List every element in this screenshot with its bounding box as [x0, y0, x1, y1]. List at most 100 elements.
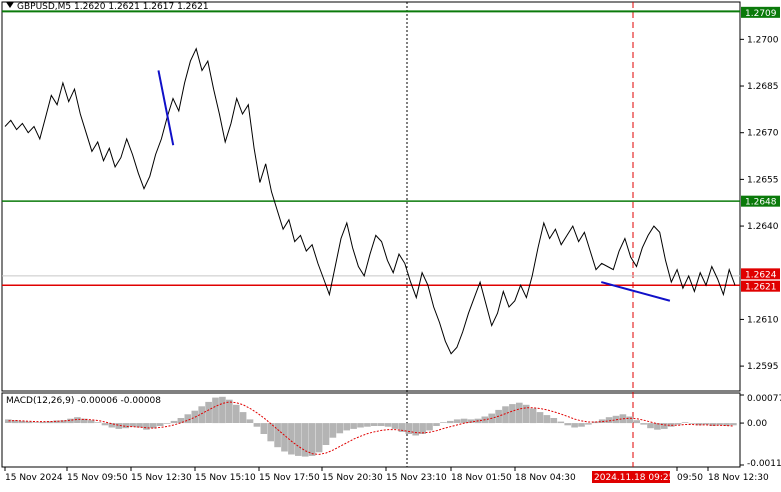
macd-bar — [730, 423, 737, 426]
macd-bar — [5, 419, 12, 423]
level-tag-mid-green: 1.2648 — [745, 198, 777, 208]
price-tick-label: 1.2595 — [747, 362, 779, 372]
macd-bar — [274, 423, 281, 448]
macd-bar — [87, 420, 95, 424]
macd-bar — [667, 423, 675, 427]
macd-bar — [39, 422, 47, 424]
macd-bar — [619, 414, 627, 424]
macd-bar — [205, 401, 212, 423]
macd-bar — [640, 423, 647, 425]
macd-bar — [32, 422, 40, 423]
macd-bar — [550, 418, 558, 424]
time-tick-label: 15 Nov 23:10 — [386, 473, 447, 483]
macd-bar — [433, 423, 440, 426]
time-tick-label: 15 Nov 20:30 — [322, 473, 383, 483]
macd-bar — [709, 423, 717, 426]
time-highlight-label: 2024.11.18 09:25 — [594, 473, 674, 483]
trendline-2[interactable] — [600, 281, 671, 302]
macd-bar — [288, 423, 295, 455]
macd-bar — [260, 423, 268, 434]
macd-bar — [447, 420, 454, 424]
price-tick-label: 1.2655 — [747, 175, 779, 185]
macd-bar — [661, 423, 668, 429]
macd-bar — [405, 423, 413, 434]
macd-bar — [509, 404, 516, 424]
macd-bar — [81, 418, 88, 424]
macd-bar — [198, 406, 206, 424]
macd-bar — [232, 404, 240, 423]
price-tick-label: 1.2685 — [747, 82, 779, 92]
time-tick-label: 15 Nov 2024 — [5, 473, 63, 483]
macd-bar — [695, 423, 703, 426]
macd-bar — [516, 402, 523, 424]
time-highlight-bg — [592, 471, 670, 483]
macd-bar — [267, 423, 275, 442]
macd-bar — [156, 423, 164, 426]
macd-bar — [170, 420, 178, 424]
macd-bar — [426, 423, 433, 431]
time-tick-label: 15 Nov 17:50 — [259, 473, 320, 483]
macd-bar — [281, 423, 288, 452]
macd-bar — [350, 423, 357, 429]
macd-bar — [315, 423, 323, 453]
macd-bar — [723, 423, 730, 426]
level-tag-top-green: 1.2709 — [745, 9, 777, 19]
macd-bar — [578, 423, 585, 427]
time-tick-label: 15 Nov 12:30 — [131, 473, 192, 483]
macd-bar — [60, 420, 67, 424]
macd-bar — [529, 408, 537, 424]
macd-bar — [25, 421, 33, 424]
macd-label: MACD(12,26,9) -0.00006 -0.00008 — [6, 396, 162, 406]
macd-bar — [11, 420, 19, 424]
macd-bar — [564, 423, 572, 426]
trendline-1[interactable] — [157, 70, 175, 146]
level-tag-red: 1.2621 — [745, 283, 777, 293]
dropdown-triangle-icon[interactable] — [6, 2, 14, 8]
macd-bar — [177, 418, 185, 424]
time-tick-label: 18 Nov 01:50 — [451, 473, 512, 483]
macd-bar — [440, 422, 447, 423]
macd-bar — [46, 421, 54, 424]
macd-bar — [143, 423, 150, 430]
level-tag-current: 1.2624 — [745, 270, 777, 280]
macd-bar — [557, 421, 565, 424]
macd-bar — [301, 423, 309, 457]
macd-bar — [53, 420, 60, 424]
macd-bar — [571, 423, 578, 428]
time-tick-label: 18 Nov 12:30 — [708, 473, 769, 483]
macd-bar — [253, 423, 261, 427]
macd-bar — [633, 420, 641, 424]
macd-bar — [246, 419, 254, 423]
time-tick-label: 09:50 — [677, 473, 703, 483]
macd-bar — [115, 423, 123, 429]
level-tag-red-bg — [741, 280, 780, 292]
macd-bar — [67, 418, 74, 424]
macd-bar — [384, 423, 392, 427]
price-tick-label: 1.2610 — [747, 315, 779, 325]
macd-bar — [605, 417, 613, 423]
macd-bar — [419, 423, 426, 434]
macd-bar — [716, 423, 723, 426]
macd-bar — [371, 423, 378, 426]
macd-bar — [585, 423, 592, 425]
macd-bar — [163, 423, 171, 424]
macd-bar — [688, 423, 696, 424]
macd-bar — [108, 423, 116, 428]
price-tick-label: 1.2670 — [747, 129, 779, 139]
macd-bar — [681, 422, 689, 423]
price-pane-border — [1, 1, 741, 392]
macd-bar — [626, 416, 634, 424]
macd-bar — [502, 406, 509, 424]
time-tick-label: 15 Nov 15:10 — [195, 473, 256, 483]
macd-bar — [536, 412, 544, 423]
macd-bar — [329, 423, 337, 438]
macd-bar — [219, 396, 226, 424]
macd-bar — [74, 417, 81, 423]
macd-bar — [654, 423, 661, 430]
time-tick-label: 18 Nov 04:30 — [515, 473, 576, 483]
price-tick-label: 1.2700 — [747, 35, 779, 45]
macd-bar — [101, 423, 109, 426]
macd-bar — [647, 423, 654, 429]
